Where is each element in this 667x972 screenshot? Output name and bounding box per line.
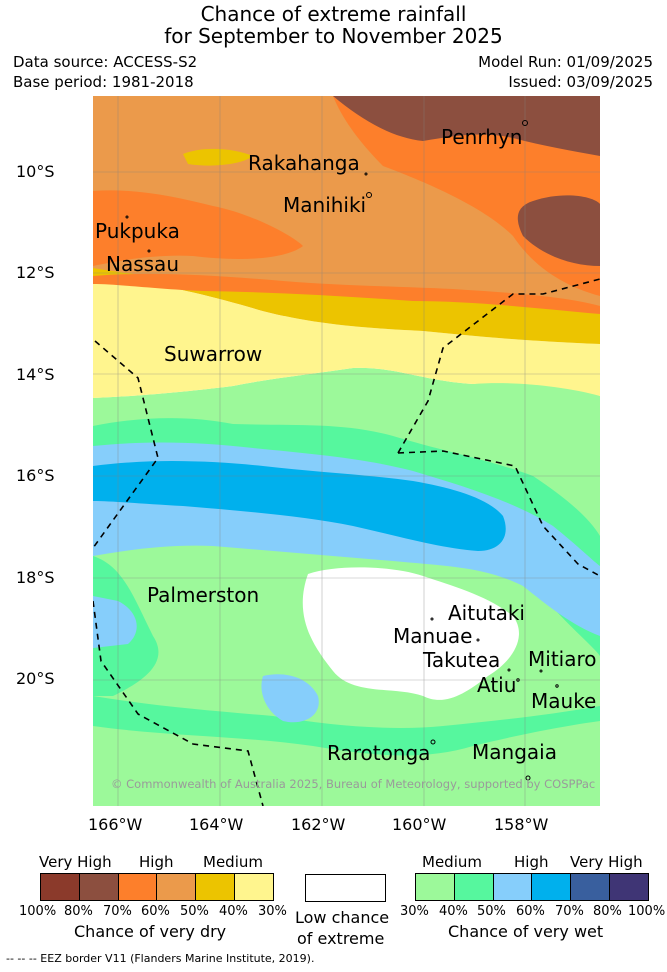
wet-swatch-70-80 xyxy=(571,874,611,900)
wet-pct-40: 40% xyxy=(439,904,468,919)
copyright-credit: © Commonwealth of Australia 2025, Bureau… xyxy=(111,777,596,791)
dry-swatch-70-80 xyxy=(79,874,119,900)
dry-pct-70: 70% xyxy=(103,904,132,919)
low-chance-caption-1: Low chance xyxy=(295,908,390,927)
map-title-line1: Chance of extreme rainfall xyxy=(200,2,467,26)
dry-swatch-30-40 xyxy=(235,874,273,900)
low-chance-south xyxy=(302,567,519,700)
place-palmerston: Palmerston xyxy=(147,583,260,607)
eez-footnote: -- -- -- EEZ border V11 (Flanders Marine… xyxy=(6,952,315,965)
place-pukpuka: Pukpuka xyxy=(95,219,180,243)
low-chance-swatch xyxy=(305,874,386,902)
y-tick-12s: 12°S xyxy=(16,263,55,282)
wet-pct-30: 30% xyxy=(400,904,429,919)
wet-pct-50: 50% xyxy=(477,904,506,919)
wet-medium-label: Medium xyxy=(422,853,482,871)
low-chance-caption-2: of extreme xyxy=(297,929,385,948)
y-tick-16s: 16°S xyxy=(16,466,55,485)
wet-caption: Chance of very wet xyxy=(448,922,604,941)
dry-high-label: High xyxy=(139,853,174,871)
y-tick-18s: 18°S xyxy=(16,568,55,587)
dry-medium-label: Medium xyxy=(203,853,263,871)
place-mauke: Mauke xyxy=(531,689,597,713)
place-manihiki: Manihiki xyxy=(283,193,367,217)
wet-swatch-60-70 xyxy=(532,874,572,900)
dry-color-scale xyxy=(40,873,274,901)
wet-pct-100: 100% xyxy=(628,904,666,919)
dry-very-high-label: Very High xyxy=(39,853,112,871)
model-run: Model Run: 01/09/2025 xyxy=(478,53,653,71)
60-70-wet-core xyxy=(93,461,506,551)
dry-pct-50: 50% xyxy=(180,904,209,919)
place-aitutaki: Aitutaki xyxy=(448,601,525,625)
dry-pct-40: 40% xyxy=(219,904,248,919)
issued-date: Issued: 03/09/2025 xyxy=(508,73,653,91)
70-80-dry-east xyxy=(517,195,600,266)
dry-pct-60: 60% xyxy=(141,904,170,919)
y-tick-14s: 14°S xyxy=(16,365,55,384)
place-mitiaro: Mitiaro xyxy=(528,647,597,671)
x-tick-166w: 166°W xyxy=(88,815,143,834)
wet-pct-80: 80% xyxy=(593,904,622,919)
40-50-dry-patch xyxy=(183,148,253,166)
dry-pct-100: 100% xyxy=(19,904,57,919)
dry-swatch-80-100 xyxy=(41,874,80,900)
60-70-dry-east xyxy=(333,96,600,296)
place-suwarrow: Suwarrow xyxy=(164,342,263,366)
y-tick-20s: 20°S xyxy=(16,669,55,688)
dry-pct-80: 80% xyxy=(64,904,93,919)
wet-pct-60: 60% xyxy=(516,904,545,919)
wet-swatch-30-40 xyxy=(416,874,455,900)
wet-swatch-80-100 xyxy=(610,874,648,900)
70-80-dry-north xyxy=(333,96,600,156)
x-tick-158w: 158°W xyxy=(494,815,549,834)
place-atiu: Atiu xyxy=(477,673,517,697)
x-tick-162w: 162°W xyxy=(291,815,346,834)
place-rarotonga: Rarotonga xyxy=(327,741,431,765)
place-takutea: Takutea xyxy=(423,648,501,672)
wet-swatch-40-50 xyxy=(454,874,494,900)
dry-caption: Chance of very dry xyxy=(74,922,227,941)
wet-pct-70: 70% xyxy=(555,904,584,919)
place-rakahanga: Rakahanga xyxy=(248,151,360,175)
eez-border xyxy=(93,278,600,806)
place-manuae: Manuae xyxy=(393,624,473,648)
wet-very-high-label: Very High xyxy=(570,853,643,871)
place-mangaia: Mangaia xyxy=(472,740,557,764)
wet-high-label: High xyxy=(514,853,549,871)
50-60-wet-south xyxy=(261,674,319,723)
data-source: Data source: ACCESS-S2 xyxy=(13,53,198,71)
dry-swatch-40-50 xyxy=(196,874,236,900)
wet-swatch-50-60 xyxy=(493,874,533,900)
50-60-wet-west xyxy=(93,596,137,648)
rainfall-map xyxy=(93,96,600,806)
dry-swatch-50-60 xyxy=(157,874,197,900)
y-tick-10s: 10°S xyxy=(16,162,55,181)
place-penrhyn: Penrhyn xyxy=(441,125,523,149)
wet-color-scale xyxy=(415,873,649,901)
x-tick-164w: 164°W xyxy=(189,815,244,834)
60-70-dry-west xyxy=(93,190,303,266)
base-period: Base period: 1981-2018 xyxy=(13,73,194,91)
map-title-line2: for September to November 2025 xyxy=(164,24,503,48)
x-tick-160w: 160°W xyxy=(392,815,447,834)
dry-swatch-60-70 xyxy=(118,874,158,900)
place-nassau: Nassau xyxy=(106,252,179,276)
dry-pct-30: 30% xyxy=(258,904,287,919)
